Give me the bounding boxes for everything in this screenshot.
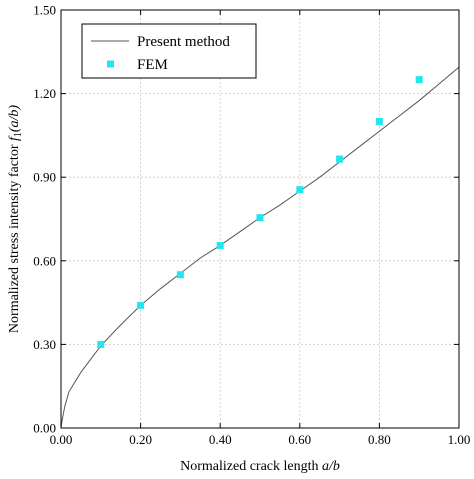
y-tick-label: 0.60 (33, 253, 56, 268)
legend-marker-swatch (107, 60, 114, 68)
x-tick-label: 0.20 (129, 432, 152, 447)
fem-point (176, 271, 184, 279)
fem-point (375, 117, 383, 125)
grid-lines (61, 10, 459, 428)
x-tick-label: 1.00 (448, 432, 471, 447)
y-tick-label: 1.20 (33, 86, 56, 101)
fem-point (97, 340, 105, 348)
y-axis-title: Normalized stress intensity factor f1(a/… (7, 105, 24, 334)
fem-point (216, 241, 224, 249)
x-tick-label: 0.80 (368, 432, 391, 447)
plot-area (60, 66, 460, 429)
legend: Present method FEM (81, 23, 257, 79)
present-method-line (60, 66, 460, 429)
y-tick-label: 0.90 (33, 170, 56, 185)
y-tick-label: 1.50 (33, 3, 56, 18)
legend-label: FEM (137, 57, 168, 73)
fem-point (296, 186, 304, 194)
legend-box (81, 23, 257, 79)
legend-label: Present method (137, 34, 230, 50)
x-tick-label: 0.60 (288, 432, 311, 447)
axis-ticks: 0.00 0.20 0.40 0.60 0.80 1.00 0.00 0.30 0.60 0.90… (33, 3, 470, 448)
fem-point (336, 155, 344, 163)
y-tick-label: 0.00 (33, 421, 56, 436)
fem-point (415, 76, 423, 84)
x-tick-label: 0.40 (209, 432, 232, 447)
x-tick-label: 0.00 (50, 432, 73, 447)
plot-frame (60, 9, 460, 429)
y-tick-label: 0.30 (33, 337, 56, 352)
fem-point (137, 301, 145, 309)
fem-point (256, 214, 264, 222)
x-axis-title: Normalized crack length a/b (180, 459, 340, 474)
